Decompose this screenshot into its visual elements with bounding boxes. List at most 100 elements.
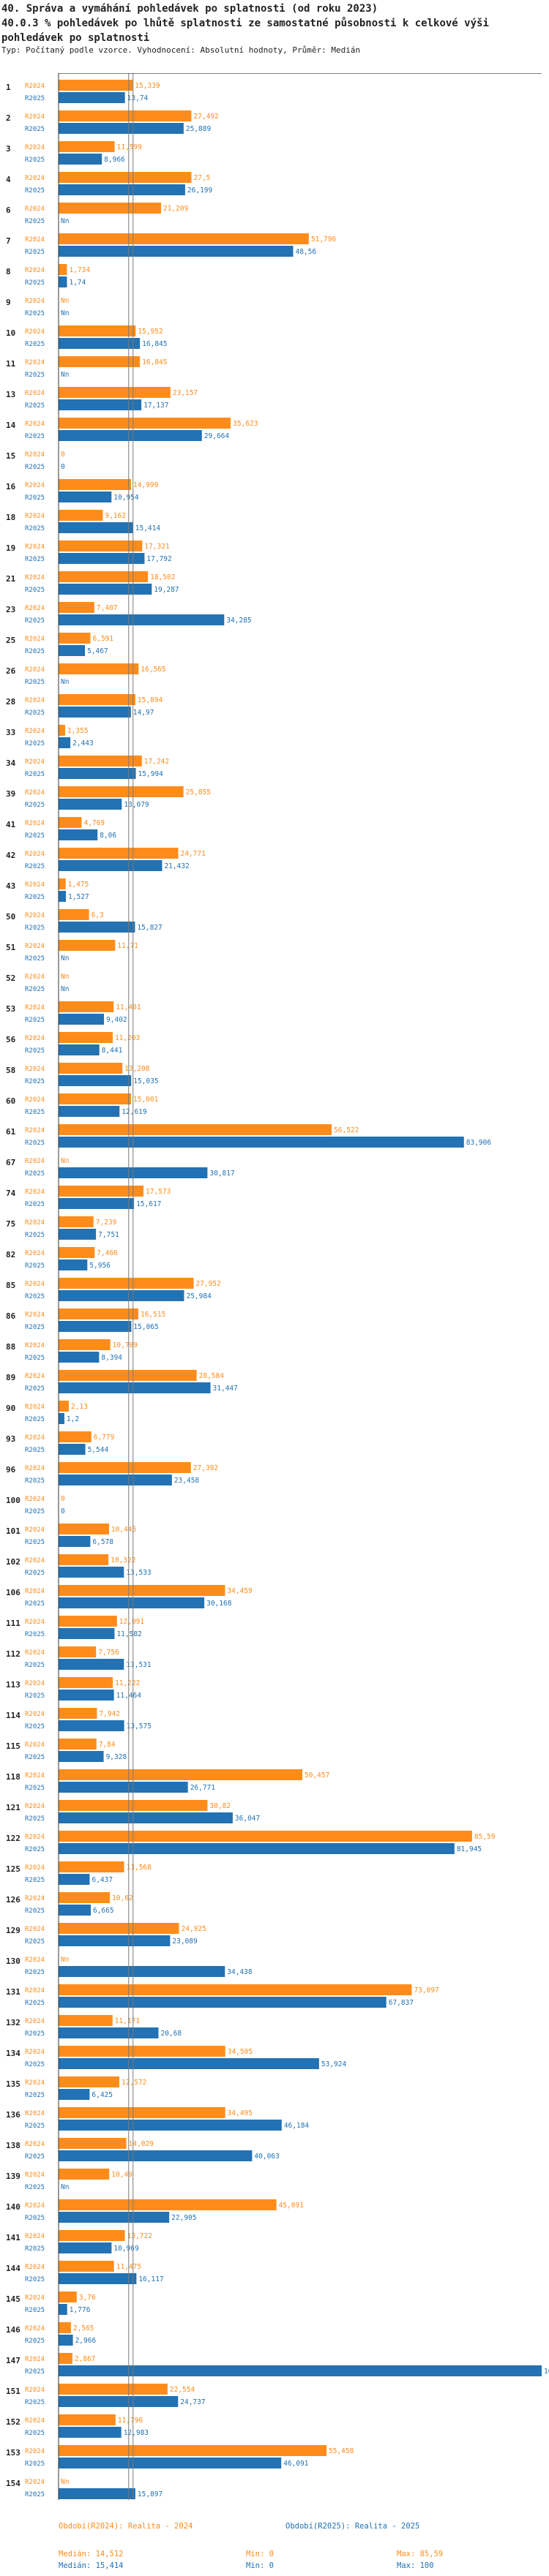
category-label: 134 xyxy=(6,2049,20,2058)
bar-R2025 xyxy=(59,1536,91,1547)
value-label-R2025: 5,956 xyxy=(89,1262,111,1270)
value-label-R2024: 34,495 xyxy=(228,2109,253,2117)
series-label-R2025: R2025 xyxy=(25,2430,45,2437)
series-label-R2024: R2024 xyxy=(25,2018,45,2025)
bar-R2024 xyxy=(59,1278,194,1289)
series-label-R2025: R2025 xyxy=(25,1201,45,1208)
bar-R2025 xyxy=(59,1751,104,1762)
value-label-R2024: 9,162 xyxy=(105,512,126,520)
category-label: 93 xyxy=(6,1434,15,1444)
bar-R2025 xyxy=(59,1382,211,1393)
category-label: 106 xyxy=(6,1588,20,1597)
bar-R2025 xyxy=(59,184,185,195)
value-label-R2024: 6,779 xyxy=(94,1434,115,1442)
bar-R2025 xyxy=(59,799,122,810)
value-label-R2025: 26,771 xyxy=(190,1784,216,1792)
legend-median-2025: Medián: 15,414 xyxy=(59,2561,124,2570)
value-label-R2025: 8,441 xyxy=(102,1047,123,1055)
value-label-R2024: 14,999 xyxy=(133,481,159,489)
value-label-R2025: 10,969 xyxy=(113,2245,139,2253)
series-label-R2024: R2024 xyxy=(25,636,45,643)
bar-R2024 xyxy=(59,1769,303,1780)
value-label-R2024: 23,157 xyxy=(173,389,198,397)
category-label: 101 xyxy=(6,1526,20,1536)
category-label: 50 xyxy=(6,912,15,922)
bar-R2025 xyxy=(59,1444,86,1455)
value-label-R2024: 13,722 xyxy=(127,2232,152,2240)
bar-R2025 xyxy=(59,1475,172,1485)
value-label-R2025: 30,168 xyxy=(206,1600,232,1608)
series-label-R2024: R2024 xyxy=(25,2110,45,2117)
series-label-R2025: R2025 xyxy=(25,126,45,133)
value-label-R2025: Nn xyxy=(61,309,69,317)
bar-R2024 xyxy=(59,725,65,736)
series-label-R2024: R2024 xyxy=(25,1281,45,1288)
value-label-R2024: 0 xyxy=(61,1495,65,1503)
series-label-R2025: R2025 xyxy=(25,986,45,993)
value-label-R2024: 10,709 xyxy=(113,1341,138,1349)
series-label-R2025: R2025 xyxy=(25,95,45,102)
bar-R2024 xyxy=(59,817,82,828)
series-label-R2025: R2025 xyxy=(25,218,45,225)
series-label-R2024: R2024 xyxy=(25,943,45,950)
value-label-R2025: 6,578 xyxy=(92,1538,113,1546)
bar-R2025 xyxy=(59,2335,73,2346)
bar-R2024 xyxy=(59,1739,97,1750)
value-label-R2024: 51,796 xyxy=(311,236,337,244)
value-label-R2024: 35,623 xyxy=(233,420,258,428)
series-label-R2025: R2025 xyxy=(25,1539,45,1546)
series-label-R2025: R2025 xyxy=(25,556,45,563)
series-label-R2024: R2024 xyxy=(25,697,45,704)
series-label-R2024: R2024 xyxy=(25,666,45,674)
series-label-R2024: R2024 xyxy=(25,1496,45,1503)
value-label-R2024: 27,392 xyxy=(193,1464,218,1472)
bar-R2025 xyxy=(59,768,136,779)
category-label: 6 xyxy=(6,206,11,215)
value-label-R2024: 55,458 xyxy=(329,2447,354,2455)
bar-R2024 xyxy=(59,233,309,244)
series-label-R2024: R2024 xyxy=(25,175,45,182)
bar-R2024 xyxy=(59,2414,116,2425)
bar-R2024 xyxy=(59,2107,225,2118)
series-label-R2025: R2025 xyxy=(25,157,45,164)
category-label: 96 xyxy=(6,1465,16,1475)
bar-R2024 xyxy=(59,1032,113,1043)
bar-R2024 xyxy=(59,2199,277,2210)
series-label-R2024: R2024 xyxy=(25,1772,45,1780)
bar-R2024 xyxy=(59,510,103,521)
bar-R2025 xyxy=(59,338,141,349)
series-label-R2025: R2025 xyxy=(25,1140,45,1147)
series-label-R2024: R2024 xyxy=(25,1096,45,1104)
series-label-R2025: R2025 xyxy=(25,740,45,747)
category-label: 52 xyxy=(6,973,15,983)
series-label-R2024: R2024 xyxy=(25,206,45,213)
page-title: 40. Správa a vymáhání pohledávek po spla… xyxy=(1,3,378,15)
bar-R2024 xyxy=(59,541,143,551)
bar-R2024 xyxy=(59,633,91,644)
series-label-R2025: R2025 xyxy=(25,1938,45,1946)
series-label-R2025: R2025 xyxy=(25,2153,45,2161)
bar-R2024 xyxy=(59,2291,77,2302)
bar-R2025 xyxy=(59,1905,91,1916)
bar-R2024 xyxy=(59,356,141,367)
category-label: 34 xyxy=(6,758,16,768)
bar-R2024 xyxy=(59,2138,127,2149)
series-label-R2024: R2024 xyxy=(25,1895,45,1902)
series-label-R2024: R2024 xyxy=(25,2479,45,2486)
series-label-R2024: R2024 xyxy=(25,144,45,151)
legend-median-2024: Medián: 14,512 xyxy=(59,2550,124,2558)
bar-R2025 xyxy=(59,891,67,902)
series-label-R2024: R2024 xyxy=(25,1834,45,1841)
series-label-R2024: R2024 xyxy=(25,1004,45,1012)
series-label-R2024: R2024 xyxy=(25,1741,45,1749)
value-label-R2025: 46,091 xyxy=(283,2460,309,2468)
bar-R2025 xyxy=(59,1229,97,1240)
bar-R2025 xyxy=(59,1075,132,1086)
category-label: 74 xyxy=(6,1189,16,1198)
bar-R2024 xyxy=(59,940,116,951)
value-label-R2024: 11,222 xyxy=(115,1679,140,1687)
value-label-R2025: 13,079 xyxy=(124,801,149,809)
value-label-R2024: 12,091 xyxy=(119,1618,145,1626)
value-label-R2024: 16,515 xyxy=(141,1311,165,1319)
category-label: 3 xyxy=(6,144,11,154)
